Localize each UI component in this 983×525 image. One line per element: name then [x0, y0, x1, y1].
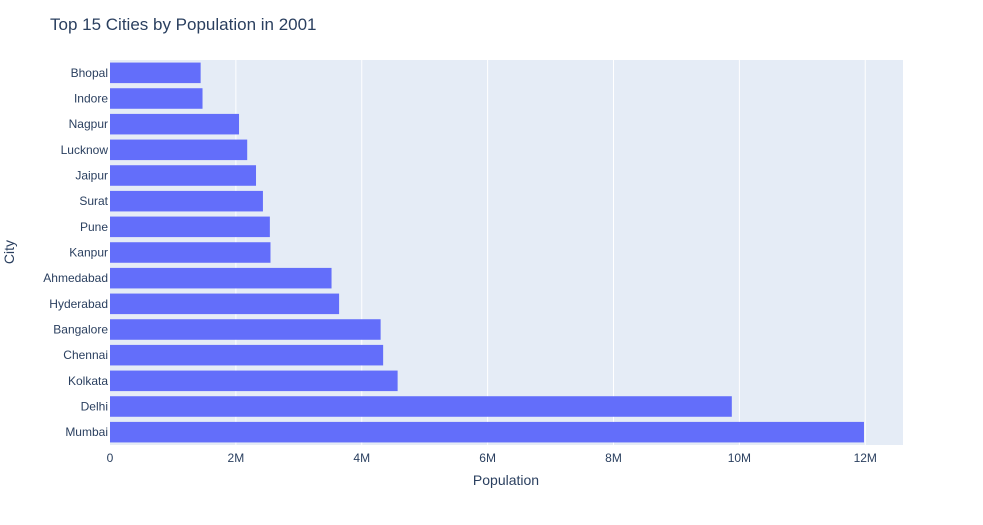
y-tick-label-hyderabad: Hyderabad	[49, 297, 108, 311]
bar-indore[interactable]	[110, 88, 203, 109]
bar-chennai[interactable]	[110, 344, 384, 366]
y-axis-title: City	[1, 240, 17, 264]
y-tick-label-surat: Surat	[79, 194, 108, 208]
y-tick-label-jaipur: Jaipur	[75, 169, 108, 183]
bar-bangalore[interactable]	[110, 319, 381, 340]
bar-delhi[interactable]	[110, 396, 732, 417]
y-tick-label-chennai: Chennai	[63, 348, 108, 362]
bar-nagpur[interactable]	[110, 113, 240, 135]
bar-bhopal[interactable]	[110, 62, 201, 84]
y-tick-label-mumbai: Mumbai	[65, 425, 108, 439]
y-tick-label-bhopal: Bhopal	[71, 66, 108, 80]
y-tick-label-nagpur: Nagpur	[69, 117, 108, 131]
bar-pune[interactable]	[110, 216, 270, 238]
y-tick-label-lucknow: Lucknow	[61, 143, 109, 157]
bar-lucknow[interactable]	[110, 139, 248, 161]
x-tick-label: 6M	[479, 451, 496, 465]
bar-mumbai[interactable]	[110, 421, 864, 443]
x-tick-label: 2M	[228, 451, 245, 465]
bar-jaipur[interactable]	[110, 165, 257, 186]
y-tick-label-indore: Indore	[74, 92, 108, 106]
bars	[110, 62, 864, 443]
bar-ahmedabad[interactable]	[110, 267, 332, 289]
y-tick-label-kolkata: Kolkata	[68, 374, 108, 388]
x-tick-label: 10M	[728, 451, 751, 465]
y-tick-label-delhi: Delhi	[81, 400, 108, 414]
y-axis-ticks: Bhopal Indore Nagpur Lucknow Jaipur Surat Pune…	[43, 66, 108, 439]
bar-surat[interactable]	[110, 190, 263, 212]
x-axis-ticks: 0 2M 4M 6M 8M 10M 12M	[107, 451, 877, 465]
y-tick-label-ahmedabad: Ahmedabad	[43, 271, 108, 285]
y-tick-label-bangalore: Bangalore	[53, 323, 108, 337]
x-tick-label: 8M	[605, 451, 622, 465]
x-tick-label: 0	[107, 451, 114, 465]
bar-kolkata[interactable]	[110, 370, 398, 392]
x-tick-label: 12M	[854, 451, 877, 465]
x-axis-title: Population	[473, 472, 539, 488]
y-tick-label-kanpur: Kanpur	[69, 246, 108, 260]
chart-title: Top 15 Cities by Population in 2001	[50, 15, 317, 34]
bar-hyderabad[interactable]	[110, 293, 340, 315]
bar-kanpur[interactable]	[110, 242, 271, 263]
y-tick-label-pune: Pune	[80, 220, 108, 234]
x-tick-label: 4M	[353, 451, 370, 465]
